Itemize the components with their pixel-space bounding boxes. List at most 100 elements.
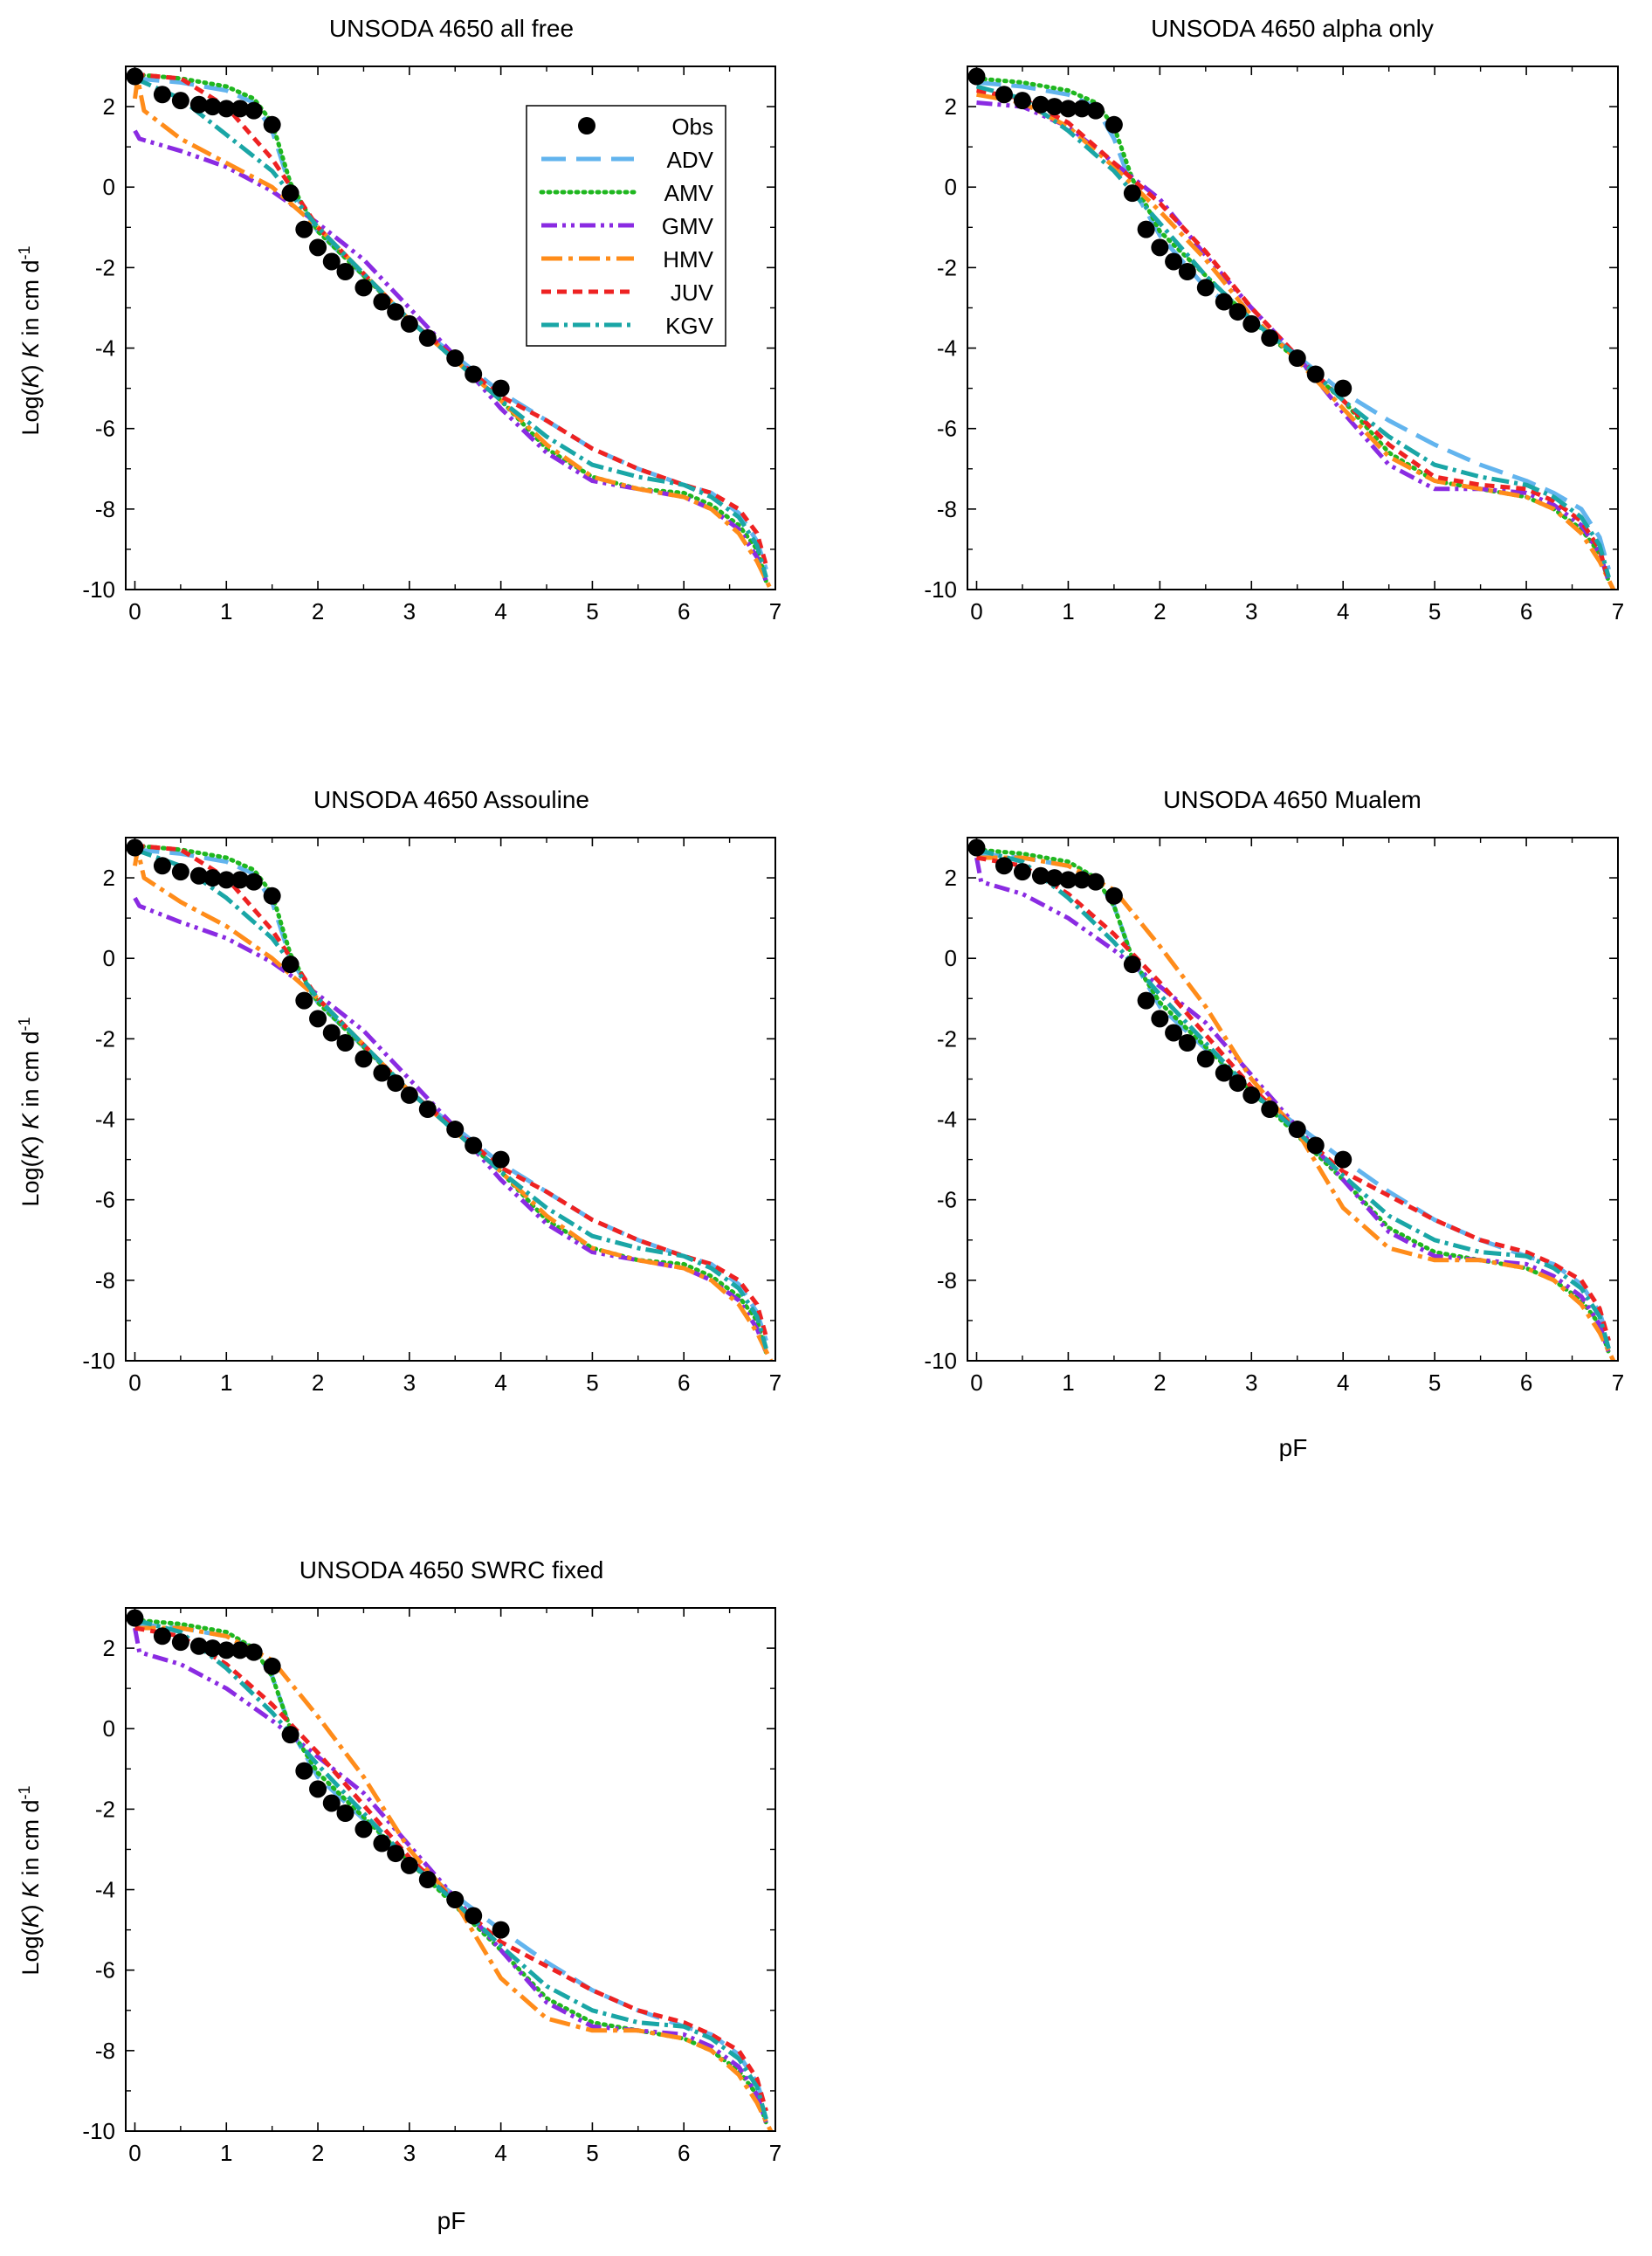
panel-2-ytick-label: -6 (937, 416, 957, 442)
legend-label-gmv: GMV (662, 213, 714, 239)
panel-4-obs-point (1178, 1033, 1196, 1052)
panel-4-obs-point (1013, 863, 1031, 881)
legend-label-obs: Obs (671, 114, 713, 140)
panel-4-obs-point (1151, 1010, 1169, 1028)
legend-label-juv: JUV (671, 279, 714, 306)
panel-5-xtick-label: 0 (128, 2140, 141, 2166)
panel-3-line-kgv (134, 847, 768, 1349)
panel-5-obs-point (281, 1726, 299, 1744)
panel-5-obs-point (465, 1907, 483, 1925)
panel-2-obs-point (1123, 184, 1141, 203)
panel-3-series (133, 843, 774, 1361)
panel-5-obs-point (387, 1845, 405, 1863)
panel-2-line-hmv (976, 92, 1616, 590)
panel-5-xtick-label: 7 (769, 2140, 781, 2166)
panel-3-ytick-label: -10 (82, 1348, 115, 1374)
panel-1-obs-point (309, 238, 327, 257)
panel-4-ytick-label: -2 (937, 1025, 957, 1052)
panel-4-xtick-label: 7 (1612, 1369, 1624, 1396)
panel-1-obs-point (373, 293, 391, 311)
panel-3-ytick-label: -4 (95, 1107, 115, 1133)
panel-5-obs-point (295, 1762, 313, 1780)
panel-2-ytick-label: 0 (945, 174, 957, 200)
panel-2-line-gmv (976, 100, 1611, 583)
panel-5-xtick-label: 5 (586, 2140, 598, 2166)
panel-2-ytick-label: -2 (937, 254, 957, 280)
panel-4-xtick-label: 0 (970, 1369, 982, 1396)
panel-5-ytick-label: -8 (95, 2038, 115, 2064)
panel-4-obs-point (1261, 1100, 1279, 1119)
panel-1-ytick-label: -10 (82, 576, 115, 603)
panel-5-obs-point (400, 1856, 418, 1874)
panel-5-obs-point (171, 1633, 189, 1652)
panel-1-xtick-label: 5 (586, 598, 598, 624)
panel-2-obs-point (1086, 101, 1105, 120)
panel-4-ytick-label: -4 (937, 1107, 957, 1133)
panel-3-obs-point (418, 1100, 437, 1119)
panel-3-line-juv (134, 843, 768, 1338)
panel-5-ytick-label: -4 (95, 1877, 115, 1903)
panel-2-obs-point (1178, 262, 1196, 280)
panel-5-ytick-label: -10 (82, 2118, 115, 2144)
panel-2-xtick-label: 3 (1245, 598, 1257, 624)
panel-5-title: UNSODA 4650 SWRC fixed (299, 1556, 604, 1583)
panel-2-xtick-label: 6 (1520, 598, 1532, 624)
panel-1-xtick-label: 2 (312, 598, 324, 624)
panel-5-obs-point (492, 1921, 510, 1939)
panel-5-obs-point (231, 1641, 249, 1659)
panel-2-title: UNSODA 4650 alpha only (1151, 15, 1434, 42)
panel-2-plot: 0 1 2 3 4 5 6 7 -10 -8 -6 -4 -2 0 2 (924, 66, 1624, 624)
panel-5-xtick-label: 2 (312, 2140, 324, 2166)
panel-5-obs-point (418, 1871, 437, 1889)
panel-1-ytick-label: -6 (95, 416, 115, 442)
panel-3-obs-point (153, 857, 171, 875)
panel-1-xtick-label: 0 (128, 598, 141, 624)
panel-3-obs-point (336, 1033, 354, 1052)
panel-5-ytick-label: -6 (95, 1957, 115, 1983)
panel-5-line-juv (134, 1625, 768, 2112)
panel-5-obs-point (244, 1643, 263, 1661)
panel-5-obs-point (217, 1641, 236, 1659)
panel-5-plot: 0 1 2 3 4 5 6 7 -10 -8 -6 -4 -2 0 2 (82, 1607, 781, 2166)
panel-2-obs-point (1059, 100, 1077, 118)
panel-5-obs-point (336, 1804, 354, 1822)
panel-4-line-juv (976, 855, 1611, 1342)
panel-3-obs-point (171, 863, 189, 881)
panel-1-obs-point (465, 365, 483, 383)
panel-5-obs-point (373, 1834, 391, 1852)
panel-3-xtick-label: 0 (128, 1369, 141, 1396)
legend-label-adv: ADV (667, 147, 714, 173)
panel-4-obs-point (1086, 873, 1105, 891)
panel-3-obs-point (217, 871, 236, 889)
panel-4-series (974, 847, 1616, 1361)
panel-2-obs-point (1306, 365, 1325, 383)
panel-1-obs-point (171, 92, 189, 110)
panel-2-obs-point (1013, 92, 1031, 110)
panel-3-plot: 0 1 2 3 4 5 6 7 -10 -8 -6 -4 -2 0 2 (82, 837, 781, 1396)
panel-4-obs-point (1242, 1086, 1261, 1104)
panel-1-line-hmv (133, 76, 774, 590)
panel-4-obs-point (1105, 887, 1123, 905)
panel-1-obs-point (126, 67, 144, 86)
panel-1-plot: 0 1 2 3 4 5 6 7 -10 -8 -6 -4 -2 0 2 (82, 66, 781, 624)
panel-1-obs-point (295, 220, 313, 238)
panel-4-ytick-label: 2 (945, 865, 957, 891)
panel-1-ytick-label: -2 (95, 254, 115, 280)
panel-4-xtick-label: 4 (1337, 1369, 1349, 1396)
panel-2-obs-point (1151, 238, 1169, 257)
panel-4-ytick-label: -10 (924, 1348, 957, 1374)
panel-3-obs-point (281, 956, 299, 974)
panel-1-obs-point (354, 279, 373, 297)
panel-5-line-kgv (134, 1618, 768, 2120)
panel-1-ytick-label: 0 (103, 174, 115, 200)
panel-4-obs-point (1306, 1136, 1325, 1155)
panel-2-obs-point (1196, 279, 1215, 297)
panel-5-xtick-label: 3 (403, 2140, 416, 2166)
panel-5-obs-point (203, 1639, 222, 1658)
panel-3-obs-point (354, 1050, 373, 1068)
panel-3-xtick-label: 3 (403, 1369, 416, 1396)
panel-2-obs-point (1334, 379, 1353, 397)
panel-5-xtick-label: 4 (494, 2140, 506, 2166)
panel-3-ytick-label: -2 (95, 1025, 115, 1052)
panel-3-xtick-label: 6 (678, 1369, 690, 1396)
